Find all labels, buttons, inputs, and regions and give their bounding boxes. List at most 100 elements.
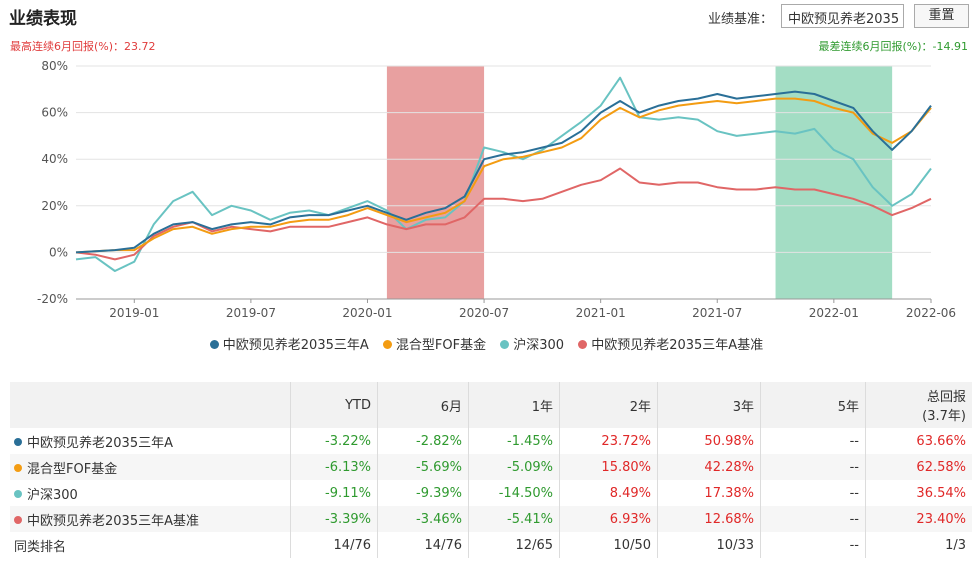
legend-label: 混合型FOF基金 bbox=[395, 338, 487, 353]
table-cell: 8.49% bbox=[559, 480, 658, 506]
y-tick-label: 0% bbox=[49, 245, 68, 259]
series-line-bench bbox=[75, 167, 932, 261]
table-cell: 36.54% bbox=[865, 480, 972, 506]
legend-label: 沪深300 bbox=[513, 338, 565, 353]
rank-row: 同类排名 14/76 14/76 12/65 10/50 10/33 -- 1/… bbox=[10, 532, 972, 558]
table-row: 中欧预见养老2035三年A -3.22% -2.82% -1.45% 23.72… bbox=[10, 428, 972, 454]
table-row: 混合型FOF基金 -6.13% -5.69% -5.09% 15.80% 42.… bbox=[10, 454, 972, 480]
series-dot bbox=[14, 438, 22, 446]
table-cell: -3.39% bbox=[290, 506, 378, 532]
rank-cell: -- bbox=[760, 532, 866, 558]
series-dot bbox=[14, 516, 22, 524]
y-tick-label: 80% bbox=[41, 59, 68, 73]
reset-button[interactable]: 重置 bbox=[914, 4, 969, 28]
header-cell: 6月 bbox=[377, 382, 469, 428]
row-name: 中欧预见养老2035三年A基准 bbox=[10, 506, 291, 532]
series-dot bbox=[14, 464, 22, 472]
page-title: 业绩表现 bbox=[9, 9, 77, 29]
header-cell: 3年 bbox=[657, 382, 761, 428]
x-tick-label: 2020-01 bbox=[342, 306, 392, 320]
legend-label: 中欧预见养老2035三年A bbox=[222, 338, 369, 353]
header-cell bbox=[10, 382, 291, 428]
chart-legend: 中欧预见养老2035三年A 混合型FOF基金 沪深300 中欧预见养老2035三… bbox=[0, 334, 973, 353]
table-header-row: YTD 6月 1年 2年 3年 5年 总回报 (3.7年) bbox=[10, 382, 972, 428]
table-cell: 23.72% bbox=[559, 428, 658, 454]
benchmark-input[interactable]: 中欧预见养老2035 bbox=[781, 4, 904, 28]
table-cell: 6.93% bbox=[559, 506, 658, 532]
best-period-shade bbox=[386, 66, 485, 299]
header-cell: 2年 bbox=[559, 382, 658, 428]
legend-dot bbox=[578, 340, 588, 349]
x-tick-label: 2020-07 bbox=[459, 306, 509, 320]
header-cell: 总回报 (3.7年) bbox=[865, 382, 972, 428]
rank-cell: 10/33 bbox=[657, 532, 761, 558]
table-row: 中欧预见养老2035三年A基准 -3.39% -3.46% -5.41% 6.9… bbox=[10, 506, 972, 532]
table-cell: -2.82% bbox=[377, 428, 469, 454]
y-tick-label: 20% bbox=[41, 199, 68, 213]
total-return-header: 总回报 bbox=[926, 390, 966, 405]
series-dot bbox=[14, 490, 22, 498]
table-cell: -5.09% bbox=[468, 454, 560, 480]
y-tick-label: -20% bbox=[37, 292, 68, 306]
table-cell: 63.66% bbox=[865, 428, 972, 454]
series-line-hs300 bbox=[75, 76, 932, 272]
rank-cell: 12/65 bbox=[468, 532, 560, 558]
table-cell: -- bbox=[760, 428, 866, 454]
max-6m-return: 最高连续6月回报(%)：23.72 bbox=[10, 40, 156, 53]
legend-item[interactable]: 混合型FOF基金 bbox=[382, 334, 487, 353]
rank-cell: 10/50 bbox=[559, 532, 658, 558]
x-tick-label: 2022-01 bbox=[809, 306, 859, 320]
legend-dot bbox=[500, 340, 510, 349]
table-cell: -3.46% bbox=[377, 506, 469, 532]
table-cell: -3.22% bbox=[290, 428, 378, 454]
worst-period-shade bbox=[775, 66, 893, 299]
table-cell: -5.41% bbox=[468, 506, 560, 532]
rank-label: 同类排名 bbox=[14, 539, 67, 555]
x-tick-label: 2019-07 bbox=[226, 306, 276, 320]
performance-chart: -20% 0% 20% 40% 60% 80% 2019-01 2019-07 2020-01 2… bbox=[37, 59, 956, 320]
returns-table: YTD 6月 1年 2年 3年 5年 总回报 (3.7年) 中欧预见养老2035三… bbox=[10, 382, 972, 558]
table-cell: -9.11% bbox=[290, 480, 378, 506]
table-cell: -- bbox=[760, 506, 866, 532]
row-label: 中欧预见养老2035三年A bbox=[27, 435, 173, 451]
table-cell: -- bbox=[760, 454, 866, 480]
series-line-fund bbox=[75, 90, 932, 254]
table-cell: 62.58% bbox=[865, 454, 972, 480]
header-cell: YTD bbox=[290, 382, 378, 428]
table-cell: 12.68% bbox=[657, 506, 761, 532]
total-return-period: (3.7年) bbox=[922, 409, 966, 424]
row-label: 混合型FOF基金 bbox=[27, 461, 118, 477]
header-cell: 5年 bbox=[760, 382, 866, 428]
table-cell: -1.45% bbox=[468, 428, 560, 454]
table-cell: -14.50% bbox=[468, 480, 560, 506]
x-tick-label: 2022-06 bbox=[906, 306, 956, 320]
table-cell: -6.13% bbox=[290, 454, 378, 480]
rank-cell: 1/3 bbox=[865, 532, 972, 558]
x-tick-label: 2019-01 bbox=[109, 306, 159, 320]
legend-dot bbox=[382, 340, 392, 349]
row-label: 沪深300 bbox=[27, 487, 78, 503]
table-cell: 15.80% bbox=[559, 454, 658, 480]
row-name: 中欧预见养老2035三年A bbox=[10, 428, 291, 454]
table-cell: 17.38% bbox=[657, 480, 761, 506]
rank-cell: 14/76 bbox=[377, 532, 469, 558]
min-6m-return: 最差连续6月回报(%)：-14.91 bbox=[818, 40, 969, 53]
table-cell: -9.39% bbox=[377, 480, 469, 506]
y-tick-label: 60% bbox=[41, 106, 68, 120]
table-cell: -- bbox=[760, 480, 866, 506]
legend-item[interactable]: 中欧预见养老2035三年A基准 bbox=[578, 334, 763, 353]
series-line-fof bbox=[75, 97, 932, 254]
y-tick-label: 40% bbox=[41, 152, 68, 166]
legend-label: 中欧预见养老2035三年A基准 bbox=[591, 338, 764, 353]
table-cell: 42.28% bbox=[657, 454, 761, 480]
row-label: 中欧预见养老2035三年A基准 bbox=[27, 513, 199, 529]
benchmark-label: 业绩基准： bbox=[708, 12, 774, 27]
legend-item[interactable]: 沪深300 bbox=[500, 334, 564, 353]
x-tick-label: 2021-07 bbox=[692, 306, 742, 320]
header-cell: 1年 bbox=[468, 382, 560, 428]
legend-item[interactable]: 中欧预见养老2035三年A bbox=[209, 334, 369, 353]
table-cell: -5.69% bbox=[377, 454, 469, 480]
table-row: 沪深300 -9.11% -9.39% -14.50% 8.49% 17.38%… bbox=[10, 480, 972, 506]
row-name: 混合型FOF基金 bbox=[10, 454, 291, 480]
x-tick-label: 2021-01 bbox=[576, 306, 626, 320]
